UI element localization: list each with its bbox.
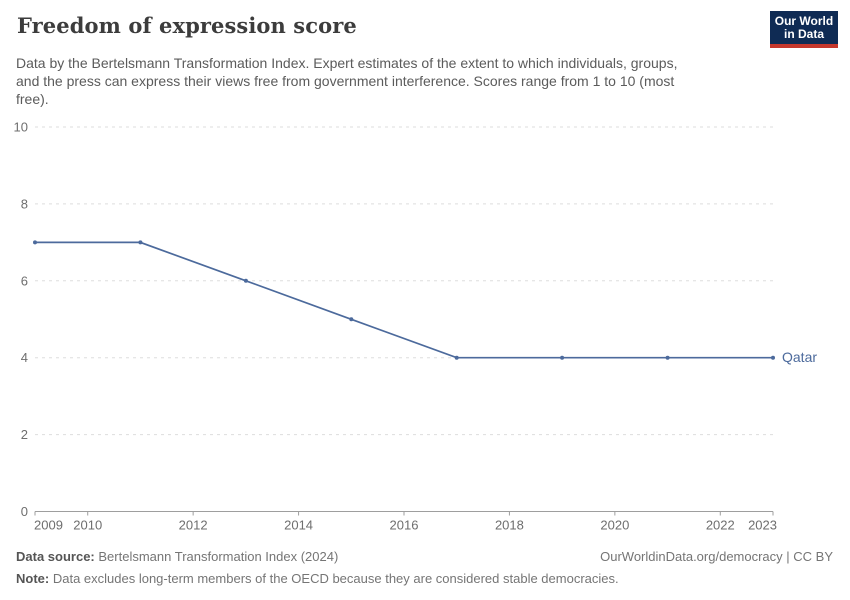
x-tick-label-2016: 2016	[390, 518, 419, 533]
owid-logo-line2: in Data	[783, 27, 824, 41]
data-point-qatar-2017	[454, 355, 459, 360]
data-point-qatar-2011	[138, 240, 143, 245]
data-source-label: Data source:	[16, 549, 95, 564]
x-tick-label-2009: 2009	[34, 518, 63, 533]
note-label: Note:	[16, 571, 50, 586]
owid-logo[interactable]: Our World in Data	[770, 11, 838, 48]
entity-label-qatar: Qatar	[782, 349, 817, 365]
x-tick-label-2018: 2018	[495, 518, 524, 533]
data-source-line: Data source: Bertelsmann Transformation …	[16, 549, 338, 564]
x-tick-label-2020: 2020	[600, 518, 629, 533]
y-tick-label-10: 10	[14, 120, 28, 135]
owid-url-license-link[interactable]: OurWorldinData.org/democracy | CC BY	[600, 549, 833, 564]
y-tick-label-4: 4	[21, 350, 28, 365]
subtitle-line-3: free).	[16, 91, 49, 107]
note-value: Data excludes long-term members of the O…	[52, 571, 619, 586]
note-line: Note: Data excludes long-term members of…	[16, 571, 619, 586]
subtitle-line-1: Data by the Bertelsmann Transformation I…	[16, 55, 678, 71]
data-point-qatar-2021	[665, 355, 670, 360]
data-point-qatar-2009	[33, 240, 37, 245]
x-tick-label-2022: 2022	[706, 518, 735, 533]
data-point-qatar-2023	[771, 355, 775, 360]
x-tick-label-2014: 2014	[284, 518, 313, 533]
chart-area: 0 2 4 6 8 10 2009 2010 2012 2014 2016 2018 2020 2022 2…	[0, 110, 850, 538]
y-tick-label-8: 8	[21, 196, 28, 211]
owid-logo-line1: Our World	[774, 14, 834, 28]
chart-subtitle: Data by the Bertelsmann Transformation I…	[16, 54, 677, 108]
x-tick-label-2010: 2010	[73, 518, 102, 533]
y-tick-label-6: 6	[21, 273, 28, 288]
subtitle-line-2: and the press can express their views fr…	[16, 73, 675, 89]
series-line-qatar	[35, 241, 773, 359]
y-tick-label-0: 0	[21, 504, 28, 519]
data-point-qatar-2013	[243, 278, 248, 283]
line-chart-canvas: 0 2 4 6 8 10 2009 2010 2012 2014 2016 2018 2020 2022 2…	[14, 120, 818, 533]
data-point-qatar-2015	[349, 317, 354, 322]
y-tick-label-2: 2	[21, 427, 28, 442]
x-tick-label-2012: 2012	[179, 518, 208, 533]
data-point-qatar-2019	[560, 355, 565, 360]
x-tick-label-2023: 2023	[748, 518, 777, 533]
data-source-value: Bertelsmann Transformation Index (2024)	[98, 549, 339, 564]
page-title: Freedom of expression score	[17, 13, 357, 38]
